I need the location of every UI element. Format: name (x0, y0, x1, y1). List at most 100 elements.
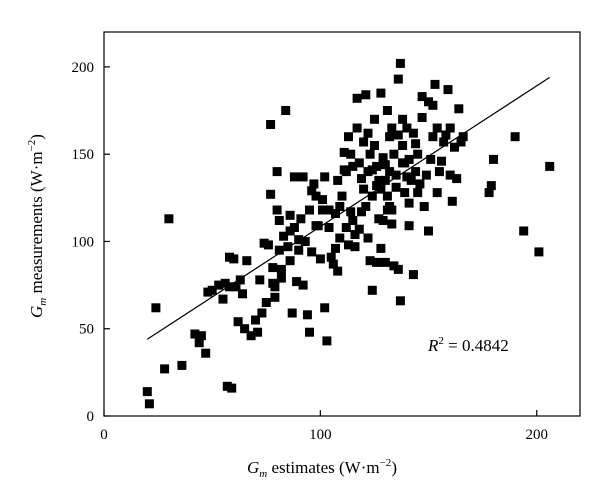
x-axis-label: Gm estimates (W·m−2) (247, 457, 397, 480)
data-point (344, 240, 353, 250)
data-point (376, 243, 386, 253)
data-point (391, 170, 401, 180)
data-point (382, 106, 392, 115)
data-point (402, 123, 412, 133)
data-point (272, 205, 282, 215)
data-point (331, 209, 340, 218)
data-point (534, 247, 544, 257)
data-point (519, 226, 529, 236)
data-point (246, 331, 256, 341)
data-point (326, 252, 336, 262)
data-point (315, 254, 325, 264)
label-var: G (247, 458, 259, 477)
data-point (367, 285, 377, 295)
data-point (292, 277, 302, 287)
data-point (231, 282, 241, 292)
data-point (361, 90, 371, 100)
data-point (235, 275, 245, 285)
data-point (144, 399, 154, 409)
data-point (385, 167, 395, 177)
data-point (305, 205, 314, 215)
data-point (350, 230, 360, 239)
data-point (380, 175, 390, 185)
data-point (382, 191, 392, 201)
data-point (352, 93, 362, 103)
data-point (279, 231, 289, 241)
data-point (408, 128, 418, 138)
data-point (415, 179, 425, 189)
data-point (274, 245, 284, 255)
data-point (395, 58, 405, 68)
data-point (421, 170, 431, 180)
data-point (378, 153, 388, 163)
data-point (359, 184, 369, 194)
data-point (346, 149, 356, 159)
data-point (380, 160, 390, 170)
data-point (318, 195, 327, 205)
data-point (307, 247, 317, 257)
data-point (445, 123, 455, 133)
data-point (432, 188, 442, 198)
data-point (309, 179, 319, 189)
plot-frame (103, 31, 581, 417)
data-point (311, 221, 321, 231)
data-point (391, 182, 401, 192)
data-point (151, 303, 161, 313)
data-point (337, 191, 347, 201)
data-point (348, 216, 358, 225)
data-point (346, 207, 356, 217)
data-point (393, 74, 403, 84)
data-point (350, 242, 360, 252)
data-point (411, 139, 421, 149)
data-point (287, 308, 297, 318)
data-point (311, 191, 321, 201)
data-point (281, 106, 291, 115)
data-point (413, 149, 423, 159)
data-point (354, 224, 364, 234)
data-point (378, 216, 388, 225)
data-point (207, 285, 217, 295)
y-tick-label: 50 (79, 322, 94, 338)
data-point (302, 310, 312, 320)
data-point (417, 113, 427, 122)
data-point (142, 387, 152, 397)
y-tick-label: 150 (72, 147, 95, 163)
data-point (270, 292, 280, 302)
data-point (389, 149, 399, 159)
data-point (298, 280, 308, 290)
data-point (341, 223, 351, 232)
data-point (441, 130, 451, 140)
data-point (367, 191, 377, 201)
data-point (268, 263, 278, 273)
data-point (387, 123, 397, 133)
data-point (341, 167, 351, 177)
trend-line (146, 76, 551, 340)
data-point (190, 329, 200, 339)
data-point (257, 308, 267, 318)
data-point (428, 132, 438, 142)
data-point (164, 214, 174, 224)
data-point (289, 223, 299, 232)
data-point (363, 167, 373, 177)
data-point (400, 158, 410, 168)
data-point (374, 175, 384, 185)
data-point (361, 202, 371, 211)
data-point (335, 202, 345, 211)
annotation-var: R (427, 336, 439, 355)
data-point (411, 167, 421, 177)
data-point (439, 137, 449, 147)
annotation-sup: 2 (438, 335, 444, 347)
data-point (240, 324, 250, 334)
data-point (437, 156, 446, 166)
x-tick-label: 100 (309, 427, 332, 443)
data-point (289, 172, 299, 182)
data-point (177, 360, 187, 370)
annotation-value: = 0.4842 (444, 336, 509, 355)
data-point (486, 181, 496, 191)
data-point (283, 242, 293, 252)
data-point (370, 141, 379, 150)
data-point (456, 137, 466, 147)
data-point (400, 188, 410, 198)
data-points (142, 58, 555, 409)
data-point (413, 188, 423, 198)
